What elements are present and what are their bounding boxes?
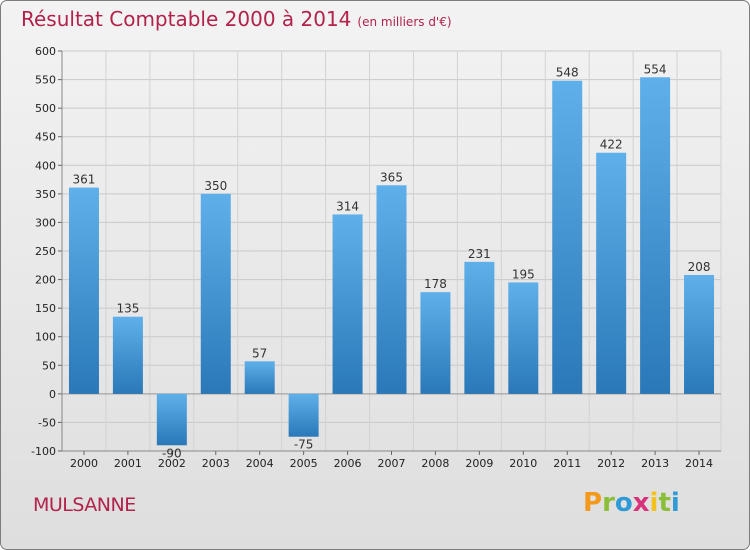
bar-2008 <box>420 292 451 394</box>
y-tick-label: 250 <box>35 245 56 258</box>
x-tick-label: 2010 <box>509 457 537 470</box>
y-tick-label: 550 <box>35 74 56 87</box>
logo-letter: i <box>670 488 680 518</box>
y-tick-label: 400 <box>35 159 56 172</box>
bar-2004 <box>244 361 275 394</box>
proxiti-logo: Proxiti <box>583 488 680 518</box>
x-tick-label: 2006 <box>334 457 362 470</box>
data-label-2000: 361 <box>73 173 96 187</box>
y-tick-labels: -100 -50 0 50 100 150 200 250 300 350 400 450 500 550… <box>31 45 56 458</box>
x-tick-label: 2002 <box>158 457 186 470</box>
data-label-2003: 350 <box>204 179 227 193</box>
x-tick-label: 2013 <box>641 457 669 470</box>
chart-title-text: Résultat Comptable 2000 à 2014 <box>21 7 352 31</box>
city-name: MULSANNE <box>33 494 136 516</box>
data-label-2001: 135 <box>116 302 139 316</box>
bar-2000 <box>68 187 99 394</box>
bar-2011 <box>552 80 583 394</box>
bar-2002 <box>156 393 187 446</box>
logo-letter: t <box>658 488 671 518</box>
data-label-2004: 57 <box>252 346 267 360</box>
bar-2006 <box>332 214 363 394</box>
y-tick-label: 0 <box>49 388 56 401</box>
data-label-2006: 314 <box>336 199 359 213</box>
bar-2014 <box>684 275 715 394</box>
data-label-2002: -90 <box>162 446 182 460</box>
data-label-2012: 422 <box>600 138 623 152</box>
y-tick-label: 500 <box>35 102 56 115</box>
y-tick-label: 150 <box>35 302 56 315</box>
x-tick-label: 2009 <box>465 457 493 470</box>
data-label-2013: 554 <box>644 62 667 76</box>
y-tick-label: -100 <box>31 445 56 458</box>
bar-2007 <box>376 185 407 394</box>
y-tick-label: 350 <box>35 188 56 201</box>
y-tick-label: 300 <box>35 216 56 229</box>
x-tick-label: 2000 <box>70 457 98 470</box>
data-label-2009: 231 <box>468 247 491 261</box>
x-tick-label: 2012 <box>597 457 625 470</box>
logo-letter: x <box>632 488 650 518</box>
x-tick-label: 2003 <box>202 457 230 470</box>
logo-letter: o <box>614 488 633 518</box>
data-label-2011: 548 <box>556 66 579 80</box>
x-tick-label: 2011 <box>553 457 581 470</box>
data-label-2014: 208 <box>688 260 711 274</box>
x-tick-label: 2014 <box>685 457 713 470</box>
bar-2013 <box>640 77 671 394</box>
x-tick-label: 2004 <box>246 457 274 470</box>
x-tick-labels: 2000 2001 2002 2003 2004 2005 2006 2007 2008 2009… <box>70 457 713 470</box>
bars <box>68 77 715 446</box>
y-tick-label: 450 <box>35 131 56 144</box>
data-label-2008: 178 <box>424 277 447 291</box>
bar-2003 <box>200 193 231 394</box>
x-tick-label: 2008 <box>421 457 449 470</box>
logo-letter: r <box>602 488 615 518</box>
data-label-2005: -75 <box>294 438 314 452</box>
chart-subtitle: (en milliers d'€) <box>357 15 452 29</box>
bar-2005 <box>288 393 319 437</box>
data-label-2007: 365 <box>380 170 403 184</box>
data-labels: 361 135 -90 350 57 -75 314 365 178 231 195 548 422 55… <box>73 62 711 460</box>
x-tick-label: 2001 <box>114 457 142 470</box>
y-tick-label: 50 <box>42 359 56 372</box>
y-tick-label: 100 <box>35 331 56 344</box>
y-tick-label: 200 <box>35 274 56 287</box>
bar-2010 <box>508 282 539 394</box>
bar-2009 <box>464 261 495 394</box>
logo-letter: P <box>583 488 603 518</box>
y-tick-label: -50 <box>38 416 56 429</box>
logo-letter: i <box>649 488 659 518</box>
x-tick-label: 2005 <box>290 457 318 470</box>
data-label-2010: 195 <box>512 267 535 281</box>
y-tick-label: 600 <box>35 45 56 58</box>
bar-2012 <box>596 152 627 394</box>
chart-title: Résultat Comptable 2000 à 2014 (en millie… <box>21 7 452 31</box>
bar-2001 <box>112 316 143 394</box>
x-tick-label: 2007 <box>378 457 406 470</box>
